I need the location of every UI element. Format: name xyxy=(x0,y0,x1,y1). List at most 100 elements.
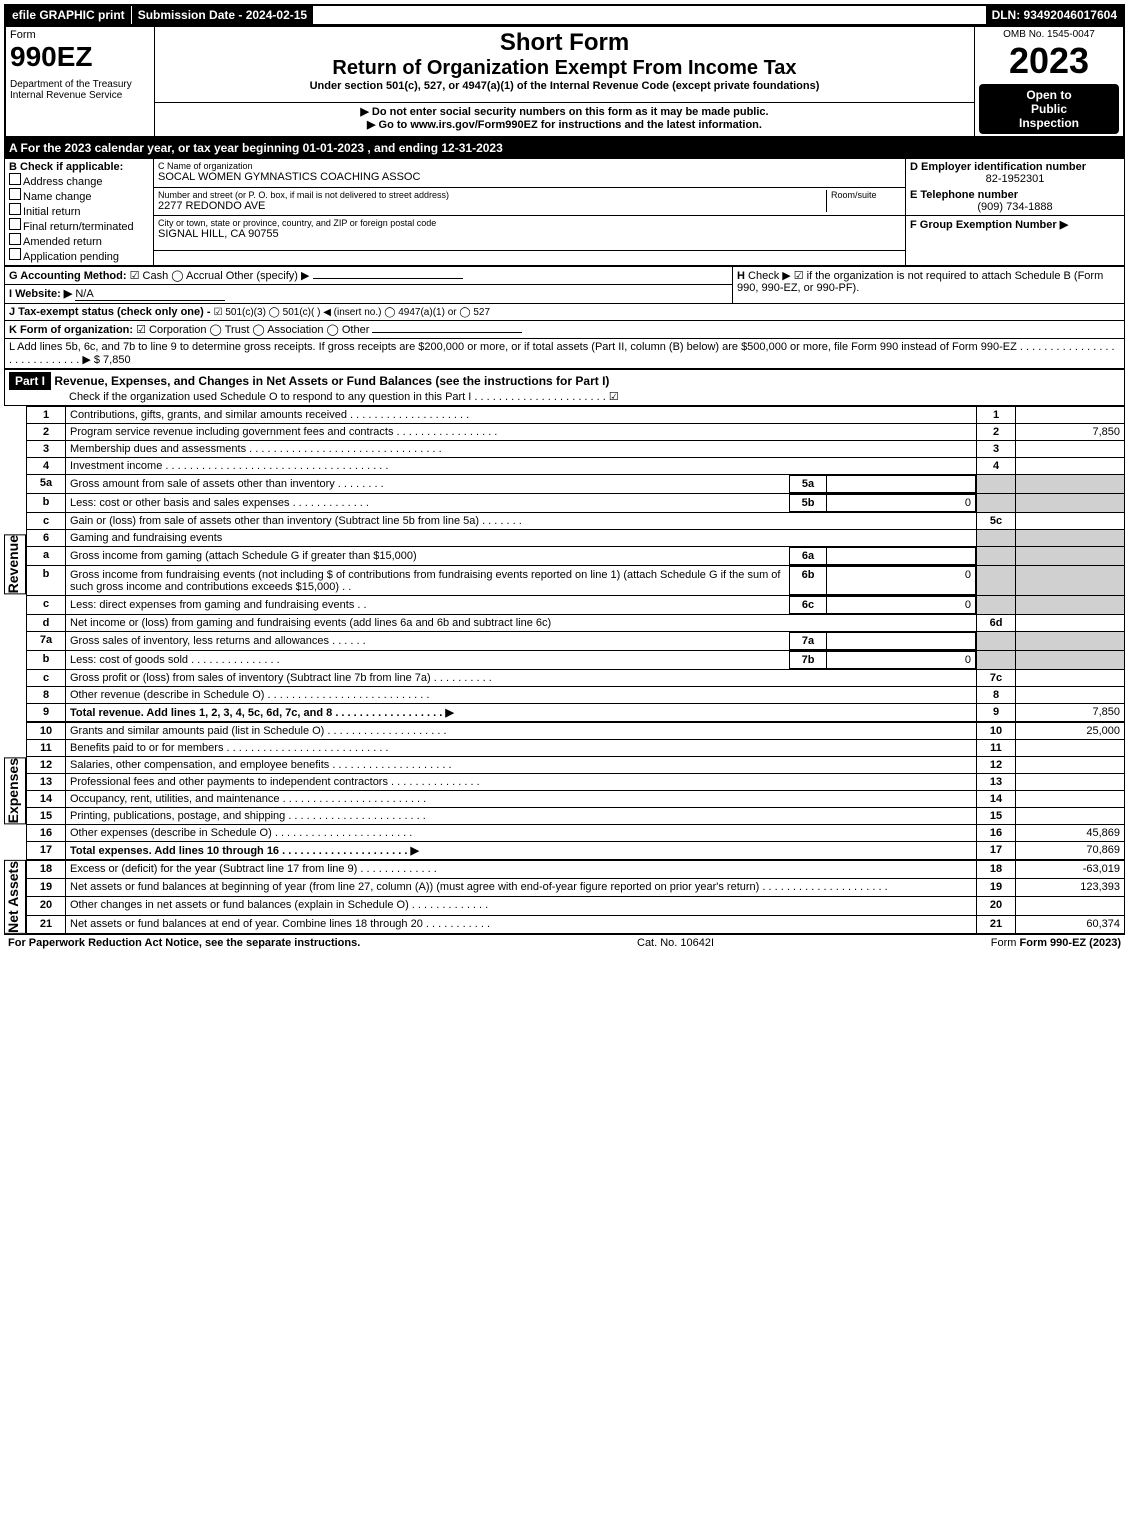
line-8: Other revenue (describe in Schedule O) .… xyxy=(66,687,977,704)
line-17-value: 70,869 xyxy=(1016,842,1125,860)
box-b-title: B Check if applicable: xyxy=(9,161,149,173)
box-i-label: I Website: ▶ xyxy=(9,288,72,300)
form-number: 990EZ xyxy=(10,41,150,73)
subtitle-3[interactable]: ▶ Go to www.irs.gov/Form990EZ for instru… xyxy=(159,118,970,131)
tax-year: 2023 xyxy=(979,40,1119,82)
box-l-text: L Add lines 5b, 6c, and 7b to line 9 to … xyxy=(5,339,1125,369)
part1-title: Revenue, Expenses, and Changes in Net As… xyxy=(54,374,609,388)
line-19-value: 123,393 xyxy=(1016,879,1125,897)
netassets-vert-label: Net Assets xyxy=(4,860,26,934)
line-5b: Less: cost or other basis and sales expe… xyxy=(66,495,790,512)
line-16: Other expenses (describe in Schedule O) … xyxy=(66,825,977,842)
form-word: Form xyxy=(10,29,150,41)
check-application-pending[interactable]: Application pending xyxy=(9,248,149,263)
section-a-period: A For the 2023 calendar year, or tax yea… xyxy=(4,138,1125,158)
phone-value: (909) 734-1888 xyxy=(910,201,1120,213)
check-cash[interactable]: ☑ Cash xyxy=(130,270,169,282)
box-h-label: H xyxy=(737,270,745,282)
info-grid: B Check if applicable: Address change Na… xyxy=(4,158,1125,266)
box-k-options[interactable]: ☑ Corporation ◯ Trust ◯ Association ◯ Ot… xyxy=(136,324,369,336)
street-label: Number and street (or P. O. box, if mail… xyxy=(158,190,826,200)
dln-label: DLN: 93492046017604 xyxy=(986,6,1123,24)
line-6: Gaming and fundraising events xyxy=(66,530,977,547)
line-2: Program service revenue including govern… xyxy=(66,424,977,441)
expenses-vert-label: Expenses xyxy=(4,757,26,824)
check-address-change[interactable]: Address change xyxy=(9,173,149,188)
dept-treasury: Department of the Treasury xyxy=(10,79,150,90)
line-7a: Gross sales of inventory, less returns a… xyxy=(66,633,790,650)
line-10: Grants and similar amounts paid (list in… xyxy=(66,723,977,740)
open-public-badge: Open to Public Inspection xyxy=(979,84,1119,134)
line-18-value: -63,019 xyxy=(1016,861,1125,879)
part1-label: Part I xyxy=(9,372,51,390)
line-5a: Gross amount from sale of assets other t… xyxy=(66,476,790,493)
main-title: Return of Organization Exempt From Incom… xyxy=(159,57,970,80)
line-1: Contributions, gifts, grants, and simila… xyxy=(66,407,977,424)
check-final-return[interactable]: Final return/terminated xyxy=(9,218,149,233)
box-e-label: E Telephone number xyxy=(910,189,1120,201)
org-name: SOCAL WOMEN GYMNASTICS COACHING ASSOC xyxy=(158,171,901,183)
short-form-title: Short Form xyxy=(159,29,970,57)
line-6d: Net income or (loss) from gaming and fun… xyxy=(66,615,977,632)
submission-date: Submission Date - 2024-02-15 xyxy=(131,6,313,24)
box-j-label: J Tax-exempt status (check only one) - xyxy=(9,306,211,318)
footer-form: Form Form 990-EZ (2023) xyxy=(991,937,1121,949)
revenue-vert-label: Revenue xyxy=(4,534,26,594)
line-9: Total revenue. Add lines 1, 2, 3, 4, 5c,… xyxy=(66,704,977,722)
line-16-value: 45,869 xyxy=(1016,825,1125,842)
box-f-label: F Group Exemption Number ▶ xyxy=(910,218,1120,231)
box-j-options[interactable]: ☑ 501(c)(3) ◯ 501(c)( ) ◀ (insert no.) ◯… xyxy=(214,307,490,318)
box-k-label: K Form of organization: xyxy=(9,324,133,336)
line-15: Printing, publications, postage, and shi… xyxy=(66,808,977,825)
footer-left: For Paperwork Reduction Act Notice, see … xyxy=(8,937,360,949)
line-5c: Gain or (loss) from sale of assets other… xyxy=(66,513,977,530)
check-amended-return[interactable]: Amended return xyxy=(9,233,149,248)
ghijkl-grid: G Accounting Method: ☑ Cash ◯ Accrual Ot… xyxy=(4,266,1125,369)
line-17: Total expenses. Add lines 10 through 16 … xyxy=(66,842,977,860)
check-initial-return[interactable]: Initial return xyxy=(9,203,149,218)
line-19: Net assets or fund balances at beginning… xyxy=(66,879,977,897)
subtitle-2: ▶ Do not enter social security numbers o… xyxy=(159,105,970,118)
part1-header-row: Part I Revenue, Expenses, and Changes in… xyxy=(4,369,1125,406)
website-value: N/A xyxy=(75,288,225,301)
box-c-label: C Name of organization xyxy=(158,161,901,171)
line-9-value: 7,850 xyxy=(1016,704,1125,722)
line-21: Net assets or fund balances at end of ye… xyxy=(66,915,977,933)
form-header: Form 990EZ Department of the Treasury In… xyxy=(4,26,1125,138)
check-accrual[interactable]: ◯ Accrual xyxy=(171,270,222,282)
netassets-section: Net Assets 18Excess or (deficit) for the… xyxy=(4,860,1125,934)
city-label: City or town, state or province, country… xyxy=(158,218,901,228)
line-20: Other changes in net assets or fund bala… xyxy=(66,897,977,915)
line-18: Excess or (deficit) for the year (Subtra… xyxy=(66,861,977,879)
line-13: Professional fees and other payments to … xyxy=(66,774,977,791)
line-2-value: 7,850 xyxy=(1016,424,1125,441)
part1-check: Check if the organization used Schedule … xyxy=(69,390,1120,403)
line-14: Occupancy, rent, utilities, and maintena… xyxy=(66,791,977,808)
line-7b: Less: cost of goods sold . . . . . . . .… xyxy=(66,652,790,669)
line-6c: Less: direct expenses from gaming and fu… xyxy=(66,597,790,614)
line-4: Investment income . . . . . . . . . . . … xyxy=(66,458,977,475)
footer-catalog: Cat. No. 10642I xyxy=(637,937,714,949)
page-footer: For Paperwork Reduction Act Notice, see … xyxy=(4,934,1125,951)
line-6b: Gross income from fundraising events (no… xyxy=(66,567,790,595)
line-21-value: 60,374 xyxy=(1016,915,1125,933)
line-7c: Gross profit or (loss) from sales of inv… xyxy=(66,670,977,687)
check-name-change[interactable]: Name change xyxy=(9,188,149,203)
city-value: SIGNAL HILL, CA 90755 xyxy=(158,228,901,240)
box-g-label: G Accounting Method: xyxy=(9,270,127,282)
line-10-value: 25,000 xyxy=(1016,723,1125,740)
subtitle-1: Under section 501(c), 527, or 4947(a)(1)… xyxy=(159,80,970,92)
room-label: Room/suite xyxy=(831,190,901,200)
box-h-text: Check ▶ ☑ if the organization is not req… xyxy=(737,270,1103,294)
street-value: 2277 REDONDO AVE xyxy=(158,200,826,212)
line-12: Salaries, other compensation, and employ… xyxy=(66,757,977,774)
line-3: Membership dues and assessments . . . . … xyxy=(66,441,977,458)
box-d-label: D Employer identification number xyxy=(910,161,1120,173)
ein-value: 82-1952301 xyxy=(910,173,1120,185)
irs-label: Internal Revenue Service xyxy=(10,90,150,101)
expenses-section: Expenses 10Grants and similar amounts pa… xyxy=(4,722,1125,860)
check-other[interactable]: Other (specify) ▶ xyxy=(226,270,463,282)
efile-label[interactable]: efile GRAPHIC print xyxy=(6,6,131,24)
omb-number: OMB No. 1545-0047 xyxy=(979,29,1119,40)
top-bar: efile GRAPHIC print Submission Date - 20… xyxy=(4,4,1125,26)
